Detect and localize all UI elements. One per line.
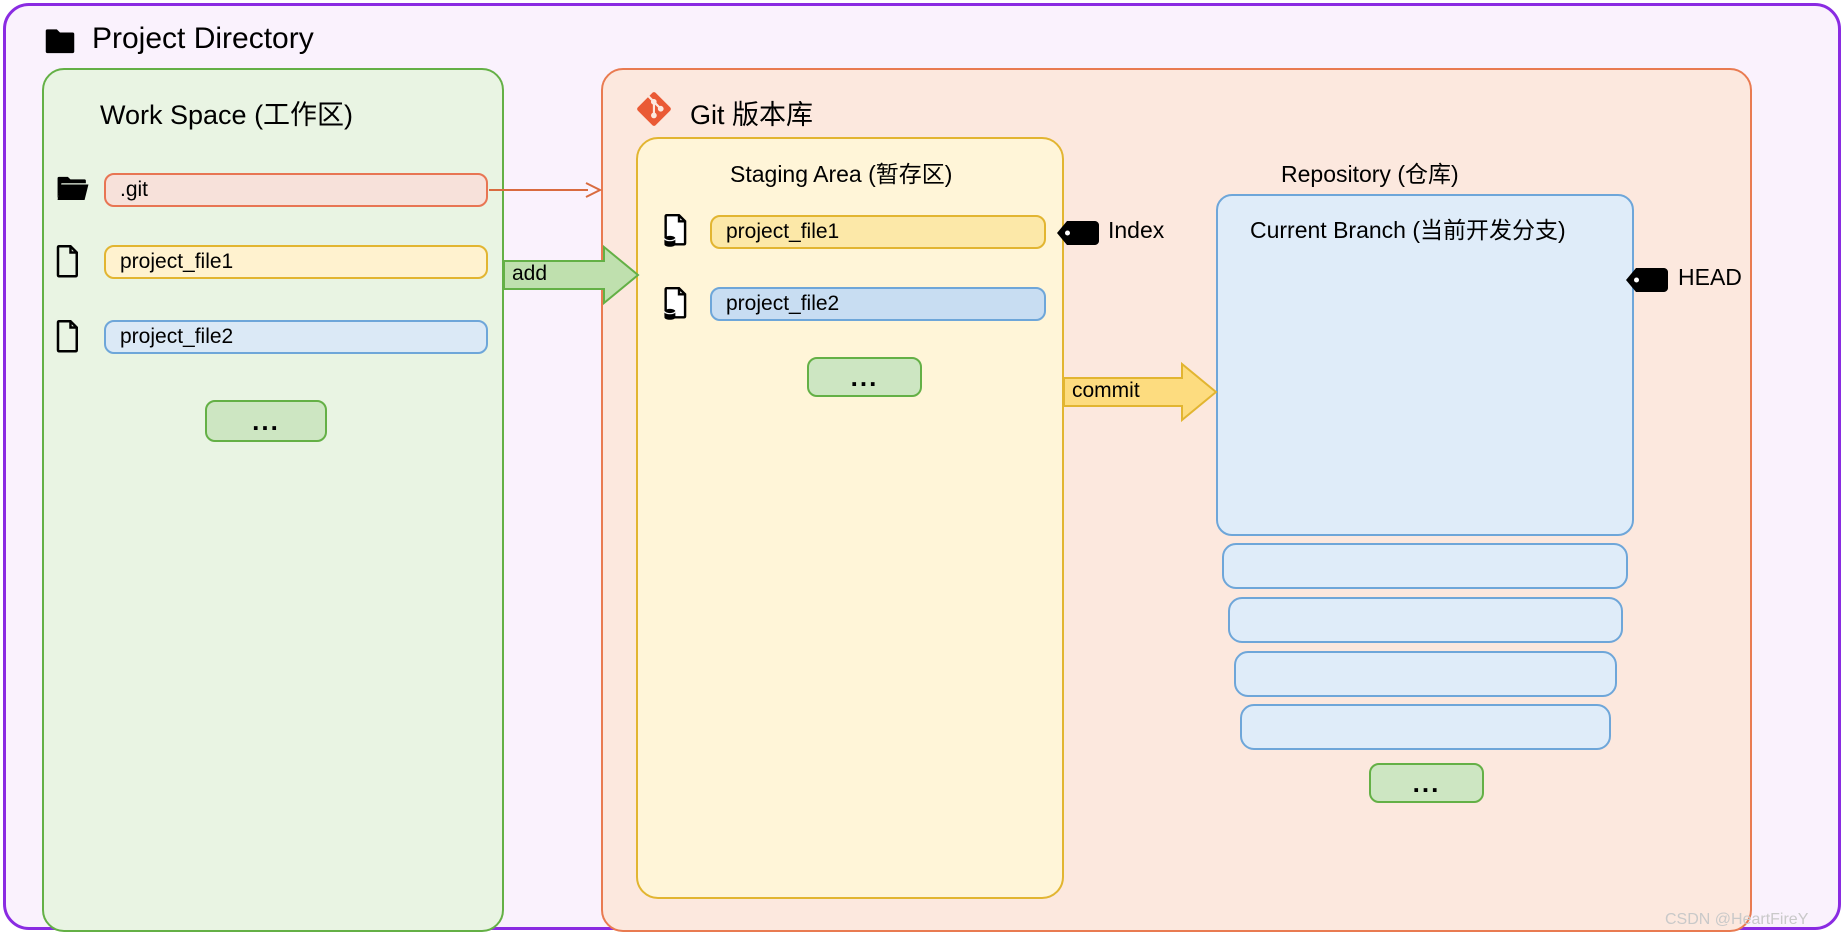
arrow-commit-label: commit [1072,379,1140,403]
workspace-file-0: .git [104,173,488,207]
repository-ellipsis: ... [1369,763,1484,803]
workspace-ellipsis: ... [205,400,327,442]
file-db-icon-1 [661,287,695,323]
staging-title: Staging Area (暂存区) [730,155,952,189]
git-repo-title: Git 版本库 [690,93,813,132]
folder-open-icon-0 [55,174,91,203]
workspace-title: Work Space (工作区) [100,93,353,132]
index-tag-label: Index [1108,217,1164,244]
staging-box [636,137,1064,899]
head-tag-label: HEAD [1678,264,1742,291]
staging-file-1: project_file2 [710,287,1046,321]
index-tag-icon [1055,218,1101,248]
stack-card-0 [1222,543,1628,589]
stack-card-1 [1228,597,1623,643]
workspace-file-2: project_file2 [104,320,488,354]
watermark: CSDN @HeartFireY [1665,911,1808,929]
stack-card-2 [1234,651,1617,697]
branch-box [1216,194,1634,536]
staging-ellipsis: ... [807,357,922,397]
file-icon-1 [55,245,81,278]
head-tag-icon [1624,265,1670,295]
stack-card-3 [1240,704,1611,750]
repository-title: Repository (仓库) [1281,155,1459,189]
arrow-add-label: add [512,262,547,286]
file-db-icon-0 [661,214,695,250]
workspace-file-1: project_file1 [104,245,488,279]
staging-file-0: project_file1 [710,215,1046,249]
file-icon-2 [55,320,81,353]
branch-title: Current Branch (当前开发分支) [1250,211,1566,245]
git-icon [636,91,672,127]
project-directory-title: Project Directory [92,22,314,56]
folder-icon [41,23,79,61]
